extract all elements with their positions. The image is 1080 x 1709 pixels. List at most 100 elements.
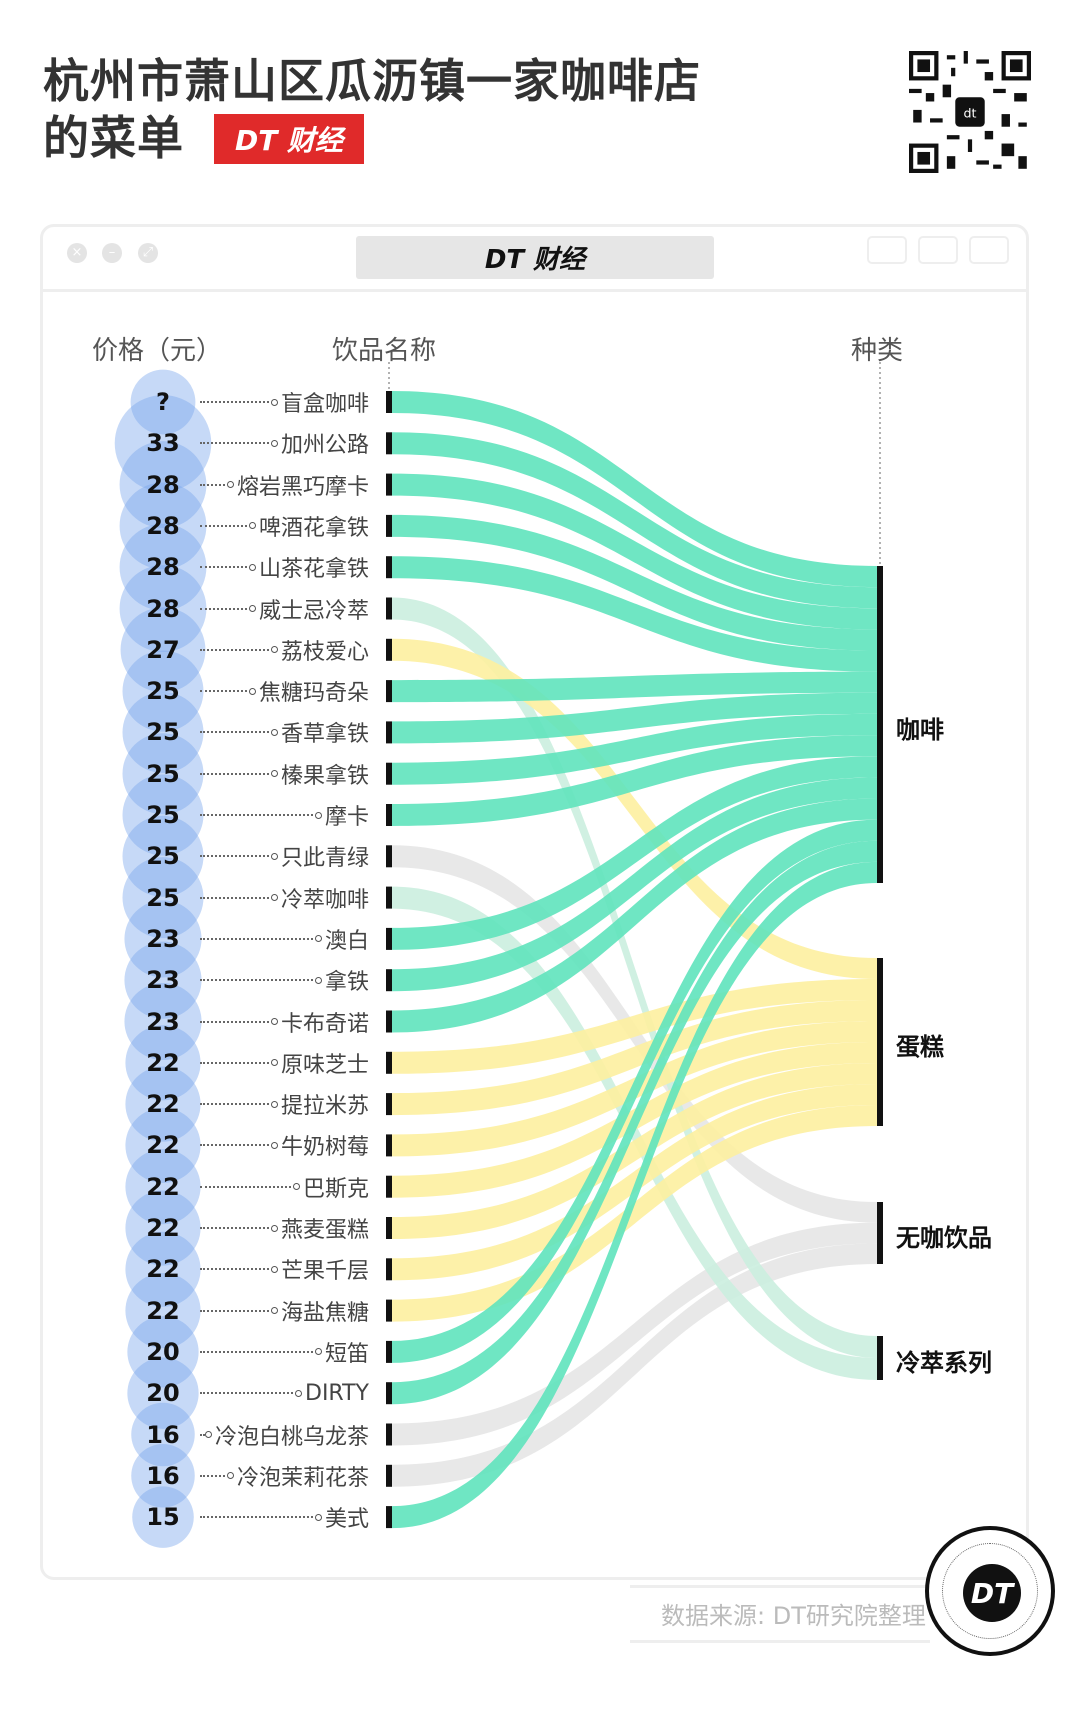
item-node-bar — [386, 721, 392, 744]
ring-icon — [292, 1183, 300, 1191]
page-title-line1: 杭州市萧山区瓜沥镇一家咖啡店 — [43, 54, 701, 108]
item-node-bar — [386, 556, 392, 579]
price-bubble — [131, 1402, 195, 1467]
menu-item-row: 提拉米苏 — [200, 1089, 369, 1119]
dotted-leader — [200, 1392, 293, 1395]
minimize-icon[interactable]: – — [102, 243, 122, 263]
maximize-icon[interactable]: ⤢ — [138, 243, 158, 263]
item-node-bar — [386, 1175, 392, 1198]
price-value: 22 — [146, 1048, 180, 1077]
ring-icon — [270, 646, 278, 654]
menu-item-row: 摩卡 — [200, 800, 369, 830]
dotted-leader — [200, 1185, 291, 1188]
menu-item-row: 澳白 — [200, 924, 369, 954]
flow-link — [392, 1105, 877, 1322]
price-bubble — [119, 565, 207, 652]
price-value: 25 — [146, 842, 180, 871]
price-value: 22 — [146, 1255, 180, 1284]
dotted-leader — [200, 483, 225, 486]
dotted-leader — [200, 442, 269, 445]
ring-icon — [270, 1224, 278, 1232]
menu-item-row: 牛奶树莓 — [200, 1130, 369, 1160]
price-value: 23 — [146, 924, 180, 953]
price-value: 28 — [146, 470, 180, 499]
ring-icon — [270, 398, 278, 406]
dotted-leader — [200, 1433, 203, 1436]
price-bubble — [132, 1486, 194, 1548]
price-bubble — [122, 774, 204, 856]
category-node-bar — [877, 1336, 883, 1380]
ring-icon — [314, 976, 322, 984]
item-name: 威士忌冷萃 — [258, 598, 369, 624]
brand-badge: DT 财经 — [214, 114, 364, 164]
close-icon[interactable]: × — [67, 243, 87, 263]
item-name: 牛奶树莓 — [280, 1135, 369, 1161]
item-node-bar — [386, 1258, 392, 1281]
item-node-bar — [386, 927, 392, 950]
menu-item-row: 啤酒花拿铁 — [200, 511, 369, 541]
flow-link — [392, 514, 877, 651]
ring-icon — [270, 1307, 278, 1315]
price-value: 27 — [146, 635, 180, 664]
ring-icon — [248, 522, 256, 530]
category-node-bar — [877, 566, 883, 883]
menu-item-row: 盲盒咖啡 — [200, 387, 369, 417]
flow-link — [392, 597, 877, 1358]
item-node-bar — [386, 1506, 392, 1529]
price-value: 15 — [146, 1503, 180, 1532]
ring-icon — [314, 1348, 322, 1356]
copy-button[interactable] — [969, 236, 1009, 264]
dotted-leader — [200, 814, 313, 816]
menu-item-row: 美式 — [200, 1502, 369, 1532]
item-node-bar — [386, 969, 392, 992]
menu-item-row: 熔岩黑巧摩卡 — [200, 470, 369, 500]
item-node-bar — [386, 1299, 392, 1322]
price-bubble — [120, 607, 206, 693]
price-value: 28 — [146, 511, 180, 540]
page-title-line2: 的菜单 — [43, 111, 184, 165]
price-bubble — [119, 441, 207, 529]
price-bubble — [124, 900, 202, 978]
item-name: DIRTY — [305, 1380, 369, 1406]
dt-logo: DT — [925, 1526, 1055, 1656]
ring-icon — [248, 605, 256, 612]
qr-code-icon: dt — [909, 51, 1031, 173]
item-node-bar — [386, 1464, 392, 1487]
logo-dotted-ring — [942, 1543, 1038, 1639]
dotted-leader — [200, 1103, 269, 1106]
ring-icon — [270, 728, 278, 736]
menu-item-row: 香草拿铁 — [200, 717, 369, 747]
price-bubble — [125, 1149, 201, 1225]
price-bubble — [119, 482, 207, 570]
price-value: 16 — [146, 1461, 180, 1490]
menu-item-row: 冷泡白桃乌龙茶 — [200, 1420, 369, 1450]
dotted-leader — [200, 979, 313, 982]
menu-item-row: 巴斯克 — [200, 1172, 369, 1202]
price-bubble — [125, 1025, 201, 1101]
item-node-bar — [386, 638, 392, 661]
price-value: 25 — [146, 718, 180, 747]
ring-icon — [270, 770, 278, 778]
category-label: 冷萃系列 — [896, 1349, 992, 1377]
logo-mark: DT — [963, 1564, 1021, 1622]
menu-item-row: DIRTY — [200, 1378, 369, 1408]
share-button[interactable] — [918, 236, 958, 264]
price-value: 23 — [146, 1007, 180, 1036]
price-value: 22 — [146, 1214, 180, 1242]
price-bubble — [131, 1444, 195, 1508]
price-bubble — [125, 1066, 201, 1142]
price-bubble — [127, 1357, 199, 1429]
dotted-leader — [200, 1350, 313, 1353]
menu-item-row: 荔枝爱心 — [200, 635, 369, 665]
menu-item-row: 山茶花拿铁 — [200, 552, 369, 582]
item-name: 芒果千层 — [280, 1259, 369, 1285]
dotted-leader — [200, 1474, 225, 1477]
dotted-leader — [200, 772, 269, 775]
ring-icon — [204, 1431, 212, 1438]
item-name: 香草拿铁 — [280, 722, 369, 748]
record-button[interactable] — [867, 236, 907, 264]
dotted-leader — [200, 937, 313, 940]
menu-item-row: 冷泡茉莉花茶 — [200, 1461, 369, 1491]
menu-item-row: 焦糖玛奇朵 — [200, 676, 369, 706]
price-bubble — [114, 395, 212, 492]
